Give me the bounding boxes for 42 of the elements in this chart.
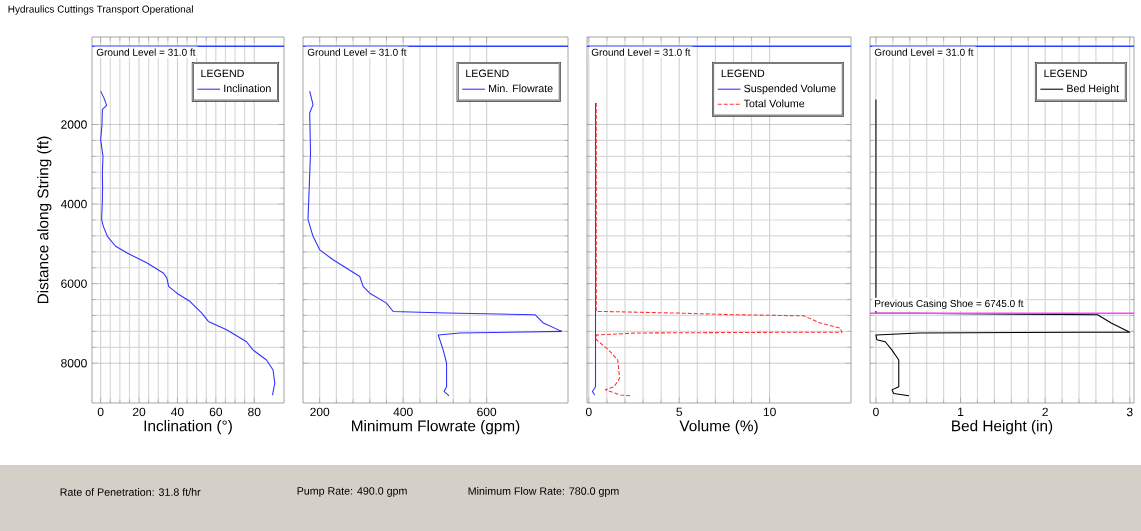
y-tick-label: 8000	[61, 358, 87, 368]
x-tick-label: 80	[248, 407, 261, 417]
legend-label: Total Volume	[743, 99, 805, 108]
y-tick-label: 4000	[60, 199, 87, 209]
legend-label: Suspended Volume	[744, 84, 836, 95]
legend-title: LEGEND	[466, 69, 509, 78]
x-tick-label: 10	[763, 407, 776, 417]
x-tick-label: 20	[132, 407, 146, 417]
legend-label: Inclination	[224, 84, 271, 93]
text: Rate of Penetration: 31.8 ft/hr	[60, 488, 201, 496]
y-tick-label: 2000	[61, 120, 87, 129]
x-tick-label: 600	[477, 407, 497, 417]
x-tick-label: 200	[310, 407, 330, 417]
text: Pump Rate: 490.0 gpm	[297, 487, 407, 497]
ref-line-label: Previous Casing Shoe = 6745.0 ft	[875, 299, 1024, 310]
legend-title: LEGEND	[201, 69, 244, 78]
legend-title: LEGEND	[721, 69, 765, 78]
x-axis-title: Bed Height (in)	[952, 420, 1053, 435]
y-axis-title: Distance along String (ft)	[37, 136, 52, 304]
legend-title: LEGEND	[1044, 69, 1087, 78]
x-tick-label: 3	[1126, 407, 1133, 417]
x-axis-title: Minimum Flowrate (gpm)	[351, 420, 520, 435]
ref-line-label: Ground Level = 31.0 ft	[874, 48, 974, 56]
x-tick-label: 1	[958, 407, 964, 416]
legend-label: Min. Flowrate	[489, 84, 553, 93]
ref-line-label: Ground Level = 31.0 ft	[591, 48, 691, 56]
x-tick-label: 0	[585, 407, 592, 417]
chart-title: Hydraulics Cuttings Transport Operational	[8, 5, 193, 15]
text: Minimum Flow Rate: 780.0 gpm	[468, 487, 619, 497]
x-axis-title: Volume (%)	[679, 420, 758, 435]
legend-label: Bed Height	[1067, 84, 1120, 95]
x-tick-label: 0	[873, 407, 879, 417]
x-tick-label: 400	[393, 407, 413, 417]
x-axis-title: Inclination (°)	[144, 420, 232, 435]
x-tick-label: 2	[1042, 407, 1048, 417]
y-tick-label: 6000	[61, 279, 87, 288]
ref-line-label: Ground Level = 31.0 ft	[96, 48, 196, 56]
x-tick-label: 40	[171, 407, 184, 417]
x-tick-label: 0	[97, 407, 104, 417]
x-tick-label: 5	[676, 407, 683, 417]
x-tick-label: 60	[209, 407, 223, 417]
ref-line-label: Ground Level = 31.0 ft	[307, 48, 407, 56]
